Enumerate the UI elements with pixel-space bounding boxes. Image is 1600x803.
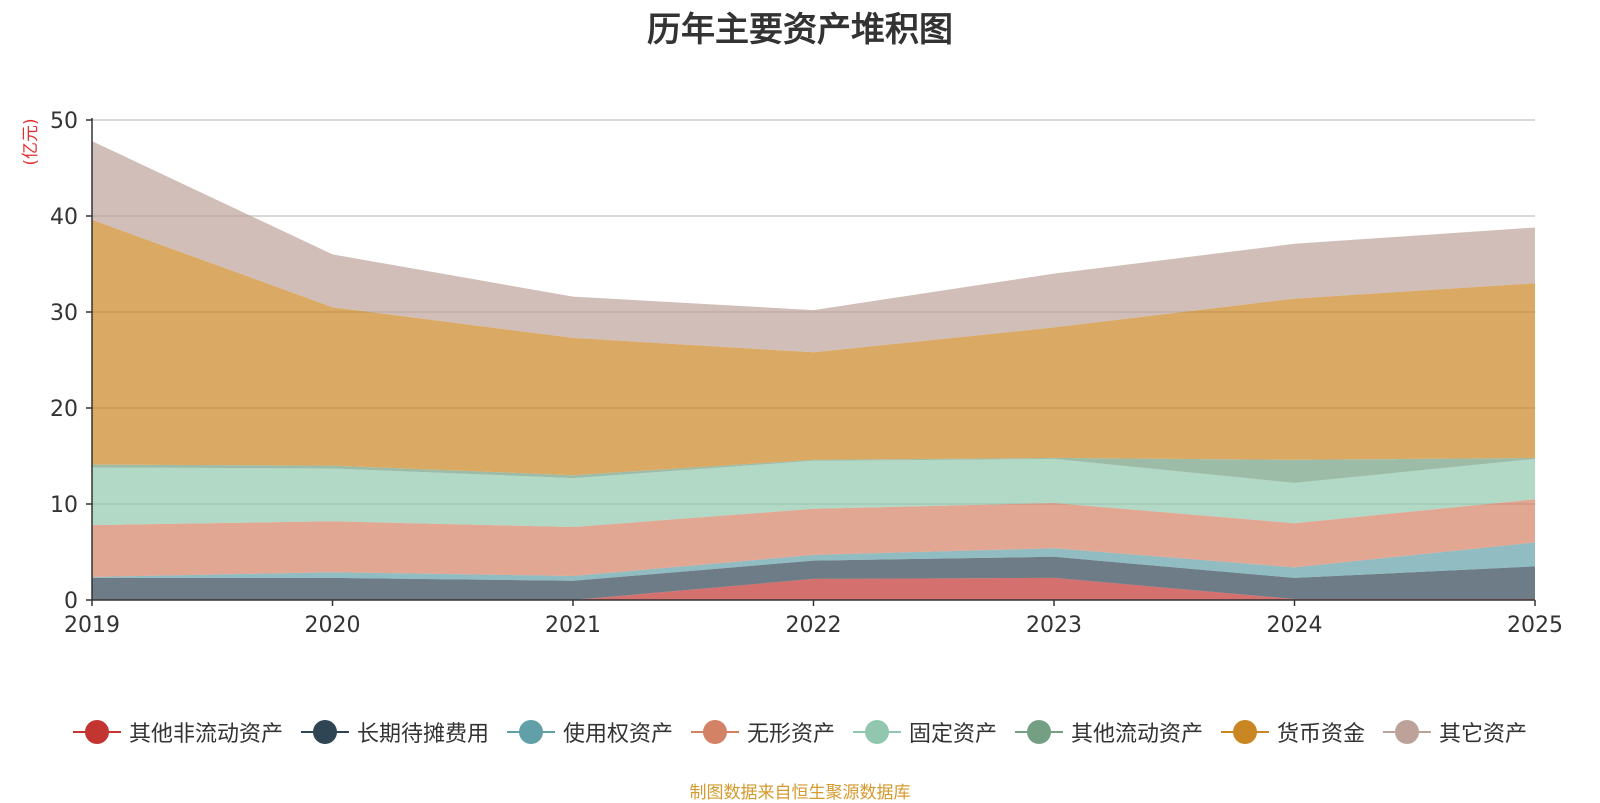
legend-dot bbox=[702, 720, 727, 744]
y-axis-label: (亿元) bbox=[21, 118, 41, 165]
legend-item[interactable]: 固定资产 bbox=[853, 716, 997, 748]
x-tick-label: 2020 bbox=[305, 613, 361, 638]
x-tick-label: 2022 bbox=[786, 613, 842, 638]
legend: 其他非流动资产 长期待摊费用 使用权资产 无形资产 固定资产 其他流动资产 货币资金 其它资产 bbox=[0, 716, 1600, 748]
legend-marker-icon bbox=[1383, 720, 1432, 744]
area-series-2 bbox=[92, 542, 1535, 581]
legend-marker-icon bbox=[506, 720, 555, 744]
point-series-7-5 bbox=[1293, 242, 1297, 246]
x-tick-label: 2024 bbox=[1267, 613, 1323, 638]
point-series-7-6 bbox=[1533, 226, 1537, 230]
legend-dot bbox=[312, 720, 337, 744]
area-series-1 bbox=[92, 556, 1535, 600]
y-tick-label: 50 bbox=[50, 109, 78, 134]
legend-label: 其他非流动资产 bbox=[128, 722, 283, 747]
area-series-3 bbox=[92, 499, 1535, 577]
source-note: 制图数据来自恒生聚源数据库 bbox=[689, 783, 911, 803]
chart-title: 历年主要资产堆积图 bbox=[647, 10, 953, 50]
legend-dot bbox=[1233, 720, 1258, 744]
point-series-7-4 bbox=[1052, 272, 1056, 276]
legend-dot bbox=[1395, 720, 1420, 744]
y-tick-label: 20 bbox=[50, 397, 78, 422]
area-series-5 bbox=[92, 457, 1535, 483]
point-series-7-3 bbox=[812, 308, 816, 312]
legend-label: 其它资产 bbox=[1439, 722, 1528, 747]
legend-item[interactable]: 其他流动资产 bbox=[1015, 716, 1203, 748]
y-tick-label: 40 bbox=[50, 205, 78, 230]
area-series-6 bbox=[92, 219, 1535, 476]
x-tick-label: 2021 bbox=[545, 613, 601, 638]
legend-dot bbox=[518, 720, 543, 744]
legend-marker-icon bbox=[72, 720, 121, 744]
legend-dot bbox=[84, 720, 109, 744]
legend-item[interactable]: 货币资金 bbox=[1221, 716, 1365, 748]
y-tick-label: 10 bbox=[50, 493, 78, 518]
legend-item[interactable]: 长期待摊费用 bbox=[300, 716, 489, 748]
x-tick-label: 2023 bbox=[1026, 613, 1082, 638]
legend-marker-icon bbox=[1015, 720, 1064, 744]
legend-label: 使用权资产 bbox=[562, 722, 673, 747]
legend-item[interactable]: 使用权资产 bbox=[506, 716, 673, 748]
x-tick-label: 2025 bbox=[1507, 613, 1563, 638]
y-tick-label: 0 bbox=[64, 589, 78, 614]
legend-item[interactable]: 无形资产 bbox=[690, 716, 835, 748]
area-series-7 bbox=[92, 141, 1535, 353]
legend-label: 无形资产 bbox=[746, 722, 835, 747]
point-series-7-2 bbox=[571, 295, 575, 299]
legend-label: 固定资产 bbox=[909, 722, 998, 747]
legend-marker-icon bbox=[300, 720, 349, 744]
legend-label: 货币资金 bbox=[1277, 722, 1366, 747]
area-series-4 bbox=[92, 458, 1535, 527]
axes: 0 10 20 30 40 50 2019 2020 2021 2022 2023 2024 2025 bbox=[50, 109, 1563, 638]
legend-label: 其他流动资产 bbox=[1071, 722, 1204, 747]
stacked-areas bbox=[92, 141, 1537, 600]
legend-marker-icon bbox=[853, 720, 901, 744]
y-tick-label: 30 bbox=[50, 301, 78, 326]
legend-item[interactable]: 其他非流动资产 bbox=[72, 716, 283, 748]
legend-dot bbox=[865, 720, 889, 744]
x-tick-label: 2019 bbox=[64, 613, 120, 638]
legend-label: 长期待摊费用 bbox=[356, 722, 489, 747]
legend-item[interactable]: 其它资产 bbox=[1383, 716, 1527, 748]
legend-dot bbox=[1027, 720, 1052, 744]
legend-marker-icon bbox=[690, 720, 739, 744]
legend-marker-icon bbox=[1221, 720, 1270, 744]
point-series-7-1 bbox=[331, 252, 335, 256]
area-series-0 bbox=[92, 577, 1535, 600]
